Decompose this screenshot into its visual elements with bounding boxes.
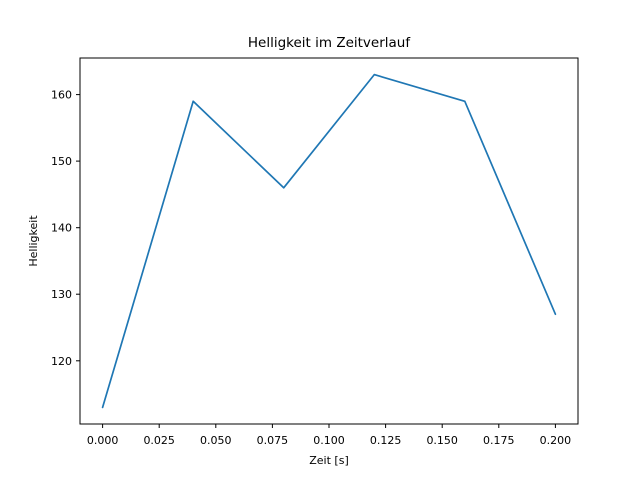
- x-tick-label: 0.000: [87, 434, 119, 447]
- x-tick-label: 0.100: [313, 434, 345, 447]
- x-tick-label: 0.025: [143, 434, 175, 447]
- y-tick-label: 150: [51, 155, 72, 168]
- y-tick-label: 130: [51, 288, 72, 301]
- y-axis-label: Helligkeit: [27, 215, 40, 267]
- y-tick-label: 120: [51, 355, 72, 368]
- x-tick-label: 0.050: [200, 434, 232, 447]
- plot-border: [79, 57, 579, 425]
- x-tick-label: 0.125: [370, 434, 402, 447]
- y-tick-label: 160: [51, 89, 72, 102]
- y-tick-label: 140: [51, 222, 72, 235]
- x-tick-label: 0.150: [426, 434, 458, 447]
- x-axis-label: Zeit [s]: [309, 454, 348, 467]
- plot-area: 0.000 0.025 0.050 0.075 0.100 0.125 0.150 0.175…: [51, 57, 579, 447]
- data-line: [101, 73, 557, 409]
- x-tick-label: 0.175: [483, 434, 515, 447]
- x-tick-label: 0.075: [257, 434, 289, 447]
- x-tick-label: 0.200: [540, 434, 572, 447]
- chart-title: Helligkeit im Zeitverlauf: [248, 35, 411, 51]
